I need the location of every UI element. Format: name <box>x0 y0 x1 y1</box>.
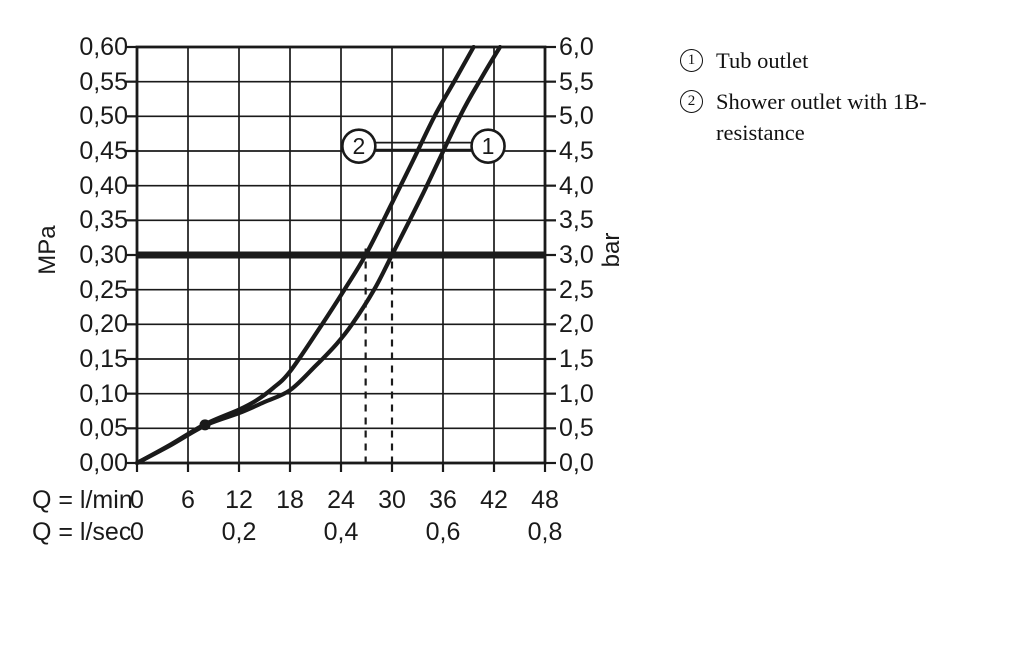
y-axis-right-tick-label: 2,5 <box>559 275 594 304</box>
x-axis-lmin-tick-label: 0 <box>130 486 144 514</box>
legend-item-tub-outlet: 1 Tub outlet <box>680 45 927 76</box>
legend: 1 Tub outlet 2 Shower outlet with 1B- re… <box>680 45 927 158</box>
y-axis-right-unit-label: bar <box>598 232 625 268</box>
x-axis-lmin-caption: Q = l/min <box>32 486 133 514</box>
x-axis-lmin-tick-label: 36 <box>429 486 457 514</box>
y-axis-left-tick-label: 0,25 <box>79 275 128 304</box>
y-axis-left-unit-label: MPa <box>34 225 61 275</box>
x-axis-lmin-tick-label: 18 <box>276 486 304 514</box>
y-axis-left-tick-label: 0,10 <box>79 379 128 408</box>
y-axis-left-tick-label: 0,05 <box>79 414 128 443</box>
curve-label-circle-2 <box>341 128 377 164</box>
y-axis-right-tick-label: 2,0 <box>559 310 594 339</box>
x-axis-lmin-tick-label: 30 <box>378 486 406 514</box>
y-axis-right-tick-label: 0,0 <box>559 449 594 477</box>
x-axis-lsec-tick-label: 0,2 <box>221 518 257 546</box>
x-axis-lsec-tick-label: 0 <box>130 518 144 546</box>
x-axis-lmin-tick-label: 42 <box>480 486 508 514</box>
x-axis-lmin-tick-label: 12 <box>225 486 253 514</box>
y-axis-left-tick-label: 0,40 <box>79 171 128 200</box>
x-axis-lsec-caption: Q = l/sec <box>32 518 132 546</box>
y-axis-left-tick-label: 0,00 <box>79 449 128 477</box>
y-axis-left-tick-label: 0,20 <box>79 310 128 339</box>
y-axis-right-tick-label: 4,0 <box>559 171 594 200</box>
legend-label-1: Tub outlet <box>716 48 809 73</box>
y-axis-right-tick-label: 3,0 <box>559 241 594 269</box>
curve-2 <box>135 45 476 465</box>
curve-label-number-1: 1 <box>482 133 495 159</box>
y-axis-left-tick-label: 0,60 <box>79 33 128 61</box>
y-axis-right-tick-label: 5,0 <box>559 102 594 131</box>
y-axis-left-tick-label: 0,30 <box>79 241 128 269</box>
y-axis-right-tick-label: 1,5 <box>559 345 594 373</box>
y-axis-left-tick-label: 0,45 <box>79 137 128 165</box>
legend-symbol-2: 2 <box>680 90 703 113</box>
y-axis-right-tick-label: 6,0 <box>559 33 594 61</box>
y-axis-left-tick-label: 0,55 <box>79 67 128 96</box>
x-axis-lsec-tick-label: 0,6 <box>425 518 461 546</box>
curve-label-number-2: 2 <box>352 133 365 159</box>
y-axis-right-tick-label: 5,5 <box>559 67 594 96</box>
y-axis-right-tick-label: 4,5 <box>559 137 594 165</box>
legend-label-2: Shower outlet with 1B- resistance <box>716 89 927 145</box>
y-axis-left-tick-label: 0,15 <box>79 345 128 373</box>
y-axis-right-tick-label: 1,0 <box>559 379 594 408</box>
legend-symbol-1: 1 <box>680 49 703 72</box>
y-axis-right-tick-label: 0,5 <box>559 414 594 443</box>
x-axis-lmin-tick-label: 6 <box>181 486 195 514</box>
curve-label-circle-1 <box>470 128 506 164</box>
legend-item-shower-outlet: 2 Shower outlet with 1B- resistance <box>680 86 927 148</box>
x-axis-lmin-tick-label: 24 <box>327 486 355 514</box>
measure-dot <box>199 419 211 431</box>
y-axis-left-tick-label: 0,50 <box>79 102 128 131</box>
x-axis-lsec-tick-label: 0,8 <box>527 518 563 546</box>
x-axis-lsec-tick-label: 0,4 <box>323 518 359 546</box>
y-axis-left-tick-label: 0,35 <box>79 206 128 235</box>
y-axis-right-tick-label: 3,5 <box>559 206 594 235</box>
x-axis-lmin-tick-label: 48 <box>531 486 559 514</box>
